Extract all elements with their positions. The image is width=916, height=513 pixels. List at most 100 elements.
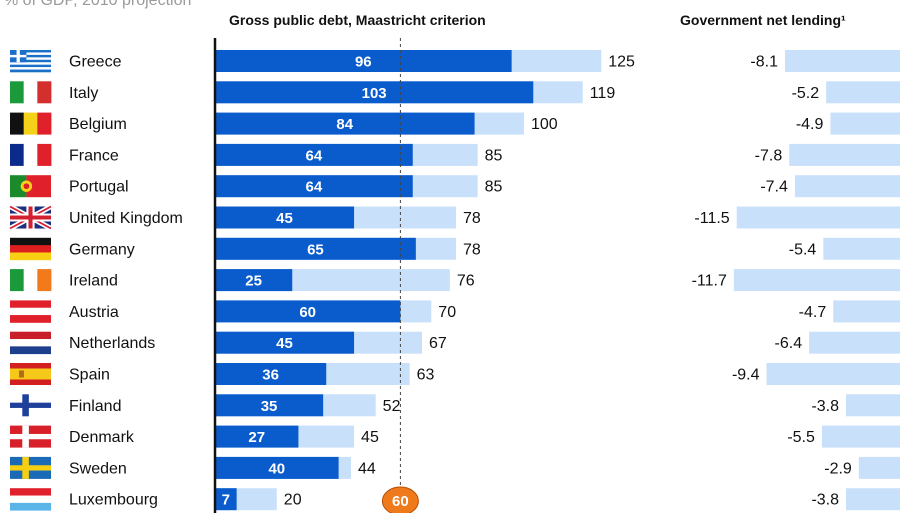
flag-luxembourg-icon bbox=[10, 488, 51, 511]
lending-bar-label: -5.5 bbox=[787, 429, 815, 446]
country-label: Denmark bbox=[69, 429, 135, 446]
lending-bar-label: -5.4 bbox=[789, 241, 817, 258]
country-label: Finland bbox=[69, 398, 121, 415]
lending-bar-label: -2.9 bbox=[824, 460, 852, 477]
chart-subtitle: % of GDP, 2010 projection bbox=[4, 0, 192, 9]
debt-bar-dark-label: 96 bbox=[355, 54, 372, 71]
lending-bar-label: -11.5 bbox=[694, 210, 729, 227]
flag-united-kingdom-icon bbox=[8, 204, 53, 231]
debt-bar-dark-label: 35 bbox=[261, 398, 278, 415]
country-label: Luxembourg bbox=[69, 492, 158, 509]
debt-bar-dark bbox=[215, 425, 299, 448]
lending-bar-label: -9.4 bbox=[732, 367, 760, 384]
flag-ireland-icon bbox=[10, 269, 52, 292]
debt-bar-dark bbox=[215, 331, 355, 354]
debt-bar-light-label: 125 bbox=[608, 54, 635, 71]
country-label: Ireland bbox=[69, 273, 118, 290]
debt-bar-dark bbox=[215, 112, 475, 135]
lending-bar bbox=[736, 206, 900, 229]
debt-bar-dark bbox=[215, 143, 413, 166]
lending-bar bbox=[830, 112, 900, 135]
country-label: Spain bbox=[69, 367, 110, 384]
lending-bar-label: -5.2 bbox=[792, 85, 820, 102]
debt-bar-dark-label: 65 bbox=[307, 241, 324, 258]
debt-bar-dark-label: 45 bbox=[276, 335, 293, 352]
debt-bar-light-label: 63 bbox=[417, 367, 435, 384]
flag-denmark-icon bbox=[10, 425, 51, 448]
debt-bar-dark-label: 103 bbox=[362, 85, 387, 102]
flag-germany-icon bbox=[10, 237, 51, 261]
lending-bar bbox=[858, 456, 900, 479]
debt-bar-light-label: 70 bbox=[438, 304, 456, 321]
lending-bar bbox=[821, 425, 900, 448]
debt-bar-dark-label: 7 bbox=[222, 492, 230, 509]
lending-bar-label: -4.9 bbox=[796, 116, 824, 133]
debt-bar-dark bbox=[215, 488, 237, 511]
flag-spain-icon bbox=[10, 363, 51, 385]
debt-bar-light-label: 45 bbox=[361, 429, 379, 446]
lending-bar-label: -8.1 bbox=[750, 54, 778, 71]
lending-bar-label: -4.7 bbox=[799, 304, 827, 321]
debt-bar-light-label: 119 bbox=[590, 85, 616, 102]
debt-bar-dark-label: 25 bbox=[245, 273, 262, 290]
debt-bar-dark-label: 64 bbox=[306, 179, 323, 196]
debt-bar-dark bbox=[215, 50, 512, 72]
lending-bar-label: -3.8 bbox=[811, 492, 839, 509]
lending-bar bbox=[733, 269, 900, 292]
debt-bar-dark bbox=[215, 456, 339, 479]
debt-bar-light-label: 20 bbox=[284, 492, 302, 509]
debt-bar-light-label: 44 bbox=[358, 460, 376, 477]
debt-bar-light-label: 67 bbox=[429, 335, 447, 352]
flag-france-icon bbox=[10, 143, 52, 166]
flag-italy-icon bbox=[10, 81, 52, 104]
flag-greece-icon bbox=[10, 50, 51, 73]
debt-bar-dark bbox=[215, 237, 416, 260]
debt-bar-light-label: 78 bbox=[463, 210, 481, 227]
debt-panel-title: Gross public debt, Maastricht criterion bbox=[229, 12, 486, 28]
lending-bar bbox=[846, 394, 900, 417]
lending-bar bbox=[794, 175, 900, 198]
debt-bar-dark bbox=[215, 269, 293, 292]
debt-bar-dark-label: 45 bbox=[276, 210, 293, 227]
debt-bar-light-label: 85 bbox=[485, 179, 503, 196]
lending-bar-label: -7.4 bbox=[760, 179, 788, 196]
debt-bar-dark bbox=[215, 300, 401, 323]
lending-panel-title: Government net lending¹ bbox=[680, 12, 846, 28]
lending-bar bbox=[766, 363, 900, 385]
debt-bar-light-label: 100 bbox=[531, 116, 558, 133]
flag-sweden-icon bbox=[10, 456, 51, 479]
flag-portugal-icon bbox=[10, 175, 51, 198]
lending-bar-label: -3.8 bbox=[811, 398, 839, 415]
debt-bar-light-label: 85 bbox=[485, 147, 503, 164]
country-label: Sweden bbox=[69, 460, 127, 477]
flag-finland-icon bbox=[10, 394, 51, 417]
country-label: Belgium bbox=[69, 116, 127, 133]
debt-bar-dark-label: 60 bbox=[299, 304, 316, 321]
debt-bar-light-label: 76 bbox=[457, 273, 475, 290]
debt-bar-dark-label: 36 bbox=[262, 367, 279, 384]
country-label: Greece bbox=[69, 54, 122, 71]
country-label: Italy bbox=[69, 85, 98, 102]
debt-bar-dark-label: 64 bbox=[306, 147, 323, 164]
lending-bar bbox=[826, 81, 900, 104]
country-label: Germany bbox=[69, 241, 135, 258]
lending-bar bbox=[823, 237, 900, 260]
lending-bar-label: -7.8 bbox=[755, 147, 783, 164]
debt-bar-light-label: 52 bbox=[383, 398, 401, 415]
debt-bar-dark-label: 84 bbox=[336, 116, 353, 133]
flag-netherlands-icon bbox=[10, 331, 51, 355]
debt-bar-light-label: 78 bbox=[463, 241, 481, 258]
country-label: France bbox=[69, 147, 119, 164]
threshold-label: 60 bbox=[392, 493, 409, 510]
debt-bar-dark bbox=[215, 81, 534, 104]
country-label: Netherlands bbox=[69, 335, 155, 352]
debt-bar-dark bbox=[215, 363, 327, 385]
country-label: United Kingdom bbox=[69, 210, 183, 227]
flag-belgium-icon bbox=[10, 112, 52, 135]
threshold-marker bbox=[381, 486, 419, 513]
flag-austria-icon bbox=[10, 300, 51, 323]
debt-bar-dark bbox=[215, 394, 324, 417]
debt-bar-dark-label: 27 bbox=[248, 429, 265, 446]
